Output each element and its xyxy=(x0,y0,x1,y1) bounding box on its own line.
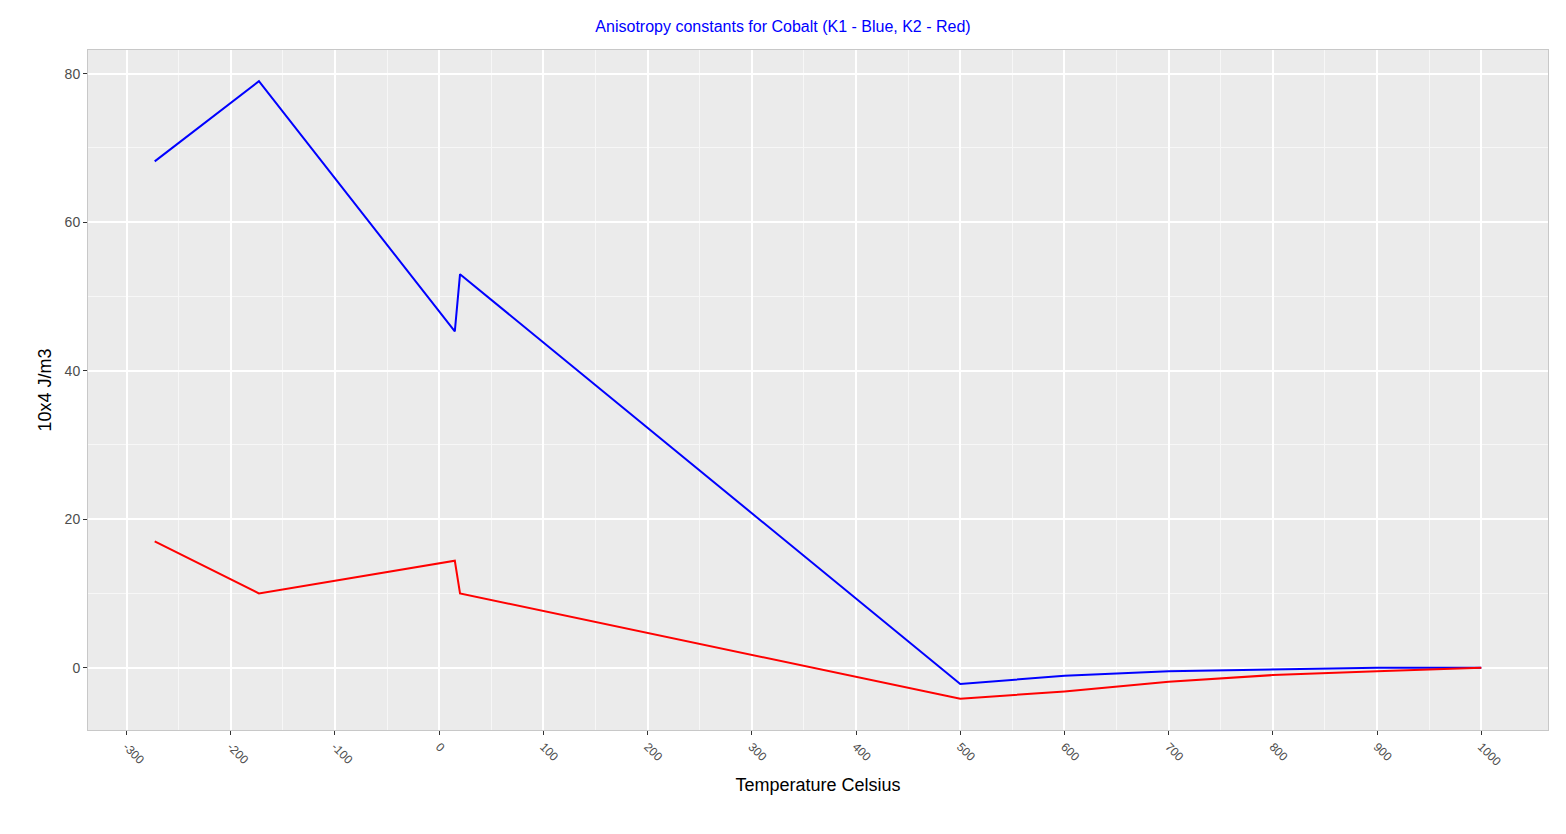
svg-text:800: 800 xyxy=(1267,740,1291,764)
svg-text:1000: 1000 xyxy=(1475,740,1504,769)
svg-text:900: 900 xyxy=(1371,740,1395,764)
svg-text:Temperature Celsius: Temperature Celsius xyxy=(735,775,900,795)
svg-text:300: 300 xyxy=(745,740,769,764)
svg-text:0: 0 xyxy=(72,660,80,676)
svg-text:200: 200 xyxy=(641,740,665,764)
svg-text:400: 400 xyxy=(850,740,874,764)
svg-text:100: 100 xyxy=(537,740,561,764)
svg-text:Anisotropy constants for Cobal: Anisotropy constants for Cobalt (K1 - Bl… xyxy=(595,18,970,35)
svg-text:600: 600 xyxy=(1058,740,1082,764)
svg-text:40: 40 xyxy=(65,363,81,379)
svg-text:20: 20 xyxy=(65,511,81,527)
svg-text:10x4 J/m3: 10x4 J/m3 xyxy=(35,348,55,431)
svg-text:700: 700 xyxy=(1162,740,1186,764)
svg-text:-300: -300 xyxy=(120,740,147,767)
svg-text:-200: -200 xyxy=(224,740,251,767)
svg-text:80: 80 xyxy=(65,66,81,82)
svg-text:-100: -100 xyxy=(329,740,356,767)
svg-text:60: 60 xyxy=(65,214,81,230)
svg-text:0: 0 xyxy=(433,740,448,755)
svg-text:500: 500 xyxy=(954,740,978,764)
